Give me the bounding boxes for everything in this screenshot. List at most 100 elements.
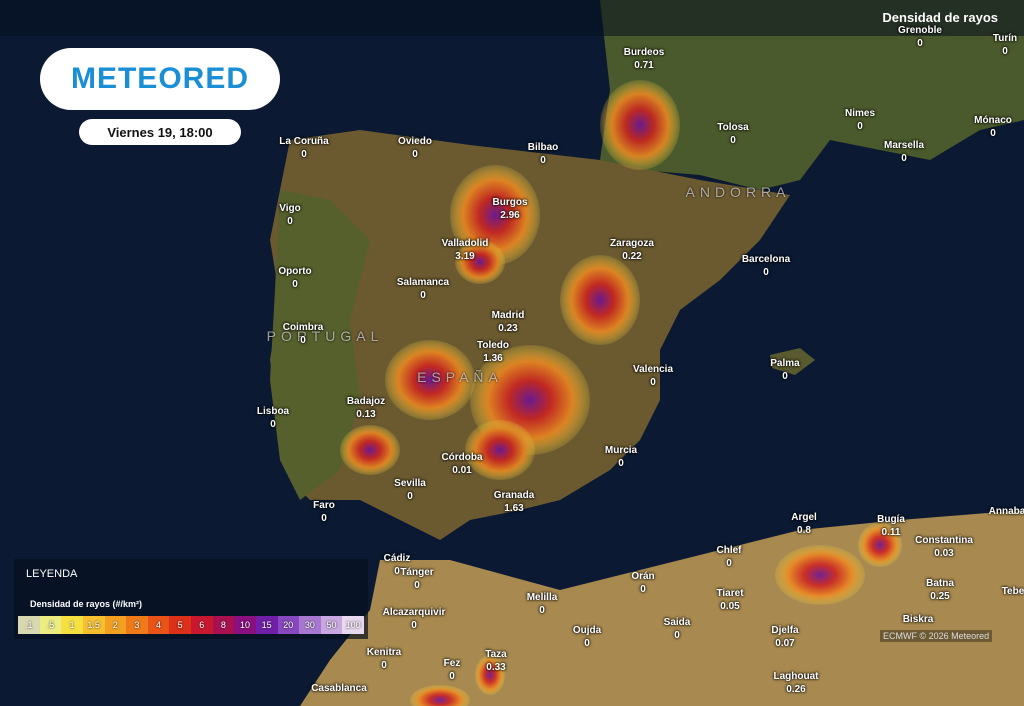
city-value: 0 bbox=[1002, 46, 1008, 57]
city-label: Bugía 0.11 bbox=[877, 513, 905, 539]
city-name: Burdeos bbox=[623, 47, 665, 58]
city-value: 0 bbox=[420, 290, 426, 301]
city-value: 1.63 bbox=[504, 503, 524, 514]
country-label: ESPAÑA bbox=[417, 369, 503, 385]
legend-stop: 30 bbox=[299, 616, 321, 634]
city-name: Sevilla bbox=[394, 478, 426, 489]
legend-stop: 100 bbox=[342, 616, 364, 634]
city-label: Murcia 0 bbox=[605, 444, 637, 470]
city-label: Oviedo 0 bbox=[398, 135, 432, 161]
city-label: Faro 0 bbox=[313, 499, 335, 525]
city-name: Argel bbox=[791, 512, 817, 523]
city-label: Chlef 0 bbox=[717, 544, 742, 570]
city-label: Alcazarquivir 0 bbox=[383, 606, 446, 632]
city-name: Nimes bbox=[844, 108, 876, 119]
city-value: 0 bbox=[726, 558, 732, 569]
city-name: Chlef bbox=[716, 545, 742, 556]
city-label: Badajoz 0.13 bbox=[347, 395, 385, 421]
city-name: Turín bbox=[992, 33, 1018, 44]
city-label: Oporto 0 bbox=[278, 265, 311, 291]
city-value: 2.96 bbox=[500, 210, 520, 221]
legend-stop: 20 bbox=[277, 616, 300, 634]
city-value: 0 bbox=[301, 149, 307, 160]
city-label: Argel 0.8 bbox=[791, 511, 817, 537]
city-name: Córdoba bbox=[441, 452, 483, 463]
city-name: Badajoz bbox=[346, 396, 386, 407]
city-name: Mónaco bbox=[974, 115, 1012, 126]
legend-stop: .5 bbox=[39, 616, 62, 634]
datetime: Viernes 19, 18:00 bbox=[79, 119, 241, 145]
city-name: Djelfa bbox=[771, 625, 799, 636]
city-name: Valladolid bbox=[441, 238, 489, 249]
city-label: Saida 0 bbox=[664, 616, 691, 642]
city-value: 0.22 bbox=[622, 251, 642, 262]
city-label: Fez 0 bbox=[444, 657, 461, 683]
city-label: Tolosa 0 bbox=[717, 121, 748, 147]
city-label: Grenoble 0 bbox=[898, 24, 942, 50]
city-value: 0 bbox=[411, 620, 417, 631]
city-name: Tiaret bbox=[716, 588, 744, 599]
city-name: Tebe bbox=[1001, 586, 1024, 597]
city-name: Batna bbox=[926, 578, 954, 589]
city-value: 0 bbox=[292, 279, 298, 290]
city-name: Annaba bbox=[988, 506, 1024, 517]
legend-title: LEYENDA bbox=[26, 568, 78, 580]
city-name: Oviedo bbox=[398, 136, 432, 147]
city-value: 0.33 bbox=[486, 662, 506, 673]
city-name: Cádiz bbox=[383, 553, 411, 564]
city-label: Batna 0.25 bbox=[926, 577, 954, 603]
city-label: Tebe bbox=[1002, 585, 1024, 598]
city-label: Madrid 0.23 bbox=[492, 309, 525, 335]
country-label: ANDORRA bbox=[685, 184, 791, 200]
city-value: 0.13 bbox=[356, 409, 376, 420]
city-name: Kenitra bbox=[366, 647, 402, 658]
city-label: Biskra bbox=[903, 613, 934, 626]
city-name: Murcia bbox=[604, 445, 638, 456]
city-value: 0 bbox=[763, 267, 769, 278]
legend-stop: 4 bbox=[147, 616, 170, 634]
layer-title: Densidad de rayos bbox=[882, 10, 998, 25]
city-name: Marsella bbox=[883, 140, 925, 151]
city-name: Constantina bbox=[915, 535, 973, 546]
city-name: Alcazarquivir bbox=[382, 607, 446, 618]
city-label: Taza 0.33 bbox=[485, 648, 507, 674]
legend-stop: 1 bbox=[61, 616, 83, 634]
city-label: Kenitra 0 bbox=[367, 646, 401, 672]
city-value: 0 bbox=[730, 135, 736, 146]
city-name: Fez bbox=[443, 658, 461, 669]
city-label: Laghouat 0.26 bbox=[774, 670, 819, 696]
city-label: Bilbao 0 bbox=[528, 141, 559, 167]
city-value: 0 bbox=[414, 580, 420, 591]
city-label: Nimes 0 bbox=[845, 107, 875, 133]
city-name: Oujda bbox=[572, 625, 602, 636]
city-value: 0.23 bbox=[498, 323, 518, 334]
city-label: Orán 0 bbox=[631, 570, 654, 596]
city-value: 0 bbox=[917, 38, 923, 49]
city-name: Grenoble bbox=[898, 25, 942, 36]
top-bar bbox=[0, 0, 1024, 36]
city-value: 0 bbox=[618, 458, 624, 469]
city-name: Zaragoza bbox=[610, 238, 654, 249]
city-label: Palma 0 bbox=[770, 357, 799, 383]
city-value: 0 bbox=[381, 660, 387, 671]
legend-stop: 10 bbox=[234, 616, 256, 634]
logo[interactable]: METEORED bbox=[40, 48, 280, 110]
city-name: Lisboa bbox=[256, 406, 290, 417]
city-name: Bugía bbox=[877, 514, 905, 525]
legend-stop: 15 bbox=[255, 616, 278, 634]
legend-stop: 5 bbox=[169, 616, 191, 634]
city-label: Toledo 1.36 bbox=[477, 339, 509, 365]
city-label: Granada 1.63 bbox=[494, 489, 535, 515]
city-value: 0 bbox=[640, 584, 646, 595]
city-label: Vigo 0 bbox=[279, 202, 300, 228]
city-value: 0 bbox=[584, 638, 590, 649]
city-name: Granada bbox=[493, 490, 535, 501]
city-label: Melilla 0 bbox=[527, 591, 558, 617]
city-value: 0 bbox=[394, 566, 400, 577]
city-label: Tiaret 0.05 bbox=[716, 587, 743, 613]
city-value: 0.05 bbox=[720, 601, 740, 612]
city-label: Tánger 0 bbox=[400, 566, 433, 592]
city-label: Valladolid 3.19 bbox=[442, 237, 489, 263]
city-value: 0.8 bbox=[797, 525, 811, 536]
city-label: Turín 0 bbox=[993, 32, 1017, 58]
